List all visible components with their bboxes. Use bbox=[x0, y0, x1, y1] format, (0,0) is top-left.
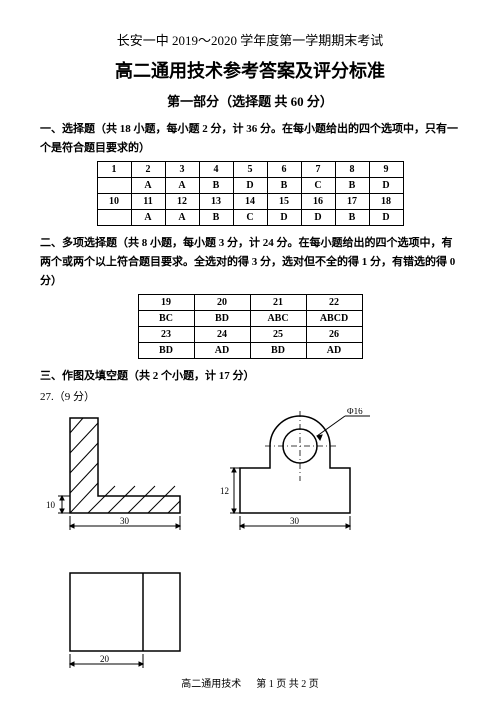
section1-heading: 一、选择题（共 18 小题，每小题 2 分，计 36 分。在每小题给出的四个选项… bbox=[40, 120, 460, 157]
table-row: 2324 2526 bbox=[138, 327, 362, 343]
svg-text:30: 30 bbox=[120, 516, 130, 526]
table-row: BDAD BDAD bbox=[138, 343, 362, 359]
table-row: AA BCD DBD bbox=[97, 210, 403, 226]
main-title: 高二通用技术参考答案及评分标准 bbox=[40, 57, 460, 83]
table-row: 101112 131415 161718 bbox=[97, 194, 403, 210]
svg-text:20: 20 bbox=[100, 654, 110, 664]
table-row: 123 456 789 bbox=[97, 162, 403, 178]
svg-text:Φ16: Φ16 bbox=[347, 408, 363, 416]
footer-right: 第 1 页 共 2 页 bbox=[256, 679, 319, 690]
figure-area: 10 30 Φ16 bbox=[40, 408, 460, 688]
header-line: 长安一中 2019～2020 学年度第一学期期末考试 bbox=[40, 30, 460, 49]
table-row: AA BDB CBD bbox=[97, 178, 403, 194]
svg-text:10: 10 bbox=[46, 500, 56, 510]
q27-label: 27.（9 分） bbox=[40, 388, 460, 404]
table-row: 1920 2122 bbox=[138, 295, 362, 311]
engineering-drawing: 10 30 Φ16 bbox=[40, 408, 460, 688]
svg-text:12: 12 bbox=[220, 486, 229, 496]
section2-heading: 二、多项选择题（共 8 小题，每小题 3 分，计 24 分。在每小题给出的四个选… bbox=[40, 234, 460, 290]
svg-text:30: 30 bbox=[290, 516, 300, 526]
page-footer: 高二通用技术 第 1 页 共 2 页 bbox=[0, 675, 500, 690]
section3-heading: 三、作图及填空题（共 2 个小题，计 17 分） bbox=[40, 367, 460, 386]
footer-left: 高二通用技术 bbox=[181, 679, 241, 690]
table-row: BCBD ABCABCD bbox=[138, 311, 362, 327]
table-section1: 123 456 789 AA BDB CBD 101112 131415 161… bbox=[97, 161, 404, 226]
subtitle: 第一部分（选择题 共 60 分） bbox=[40, 91, 460, 110]
table-section2: 1920 2122 BCBD ABCABCD 2324 2526 BDAD BD… bbox=[138, 294, 363, 359]
